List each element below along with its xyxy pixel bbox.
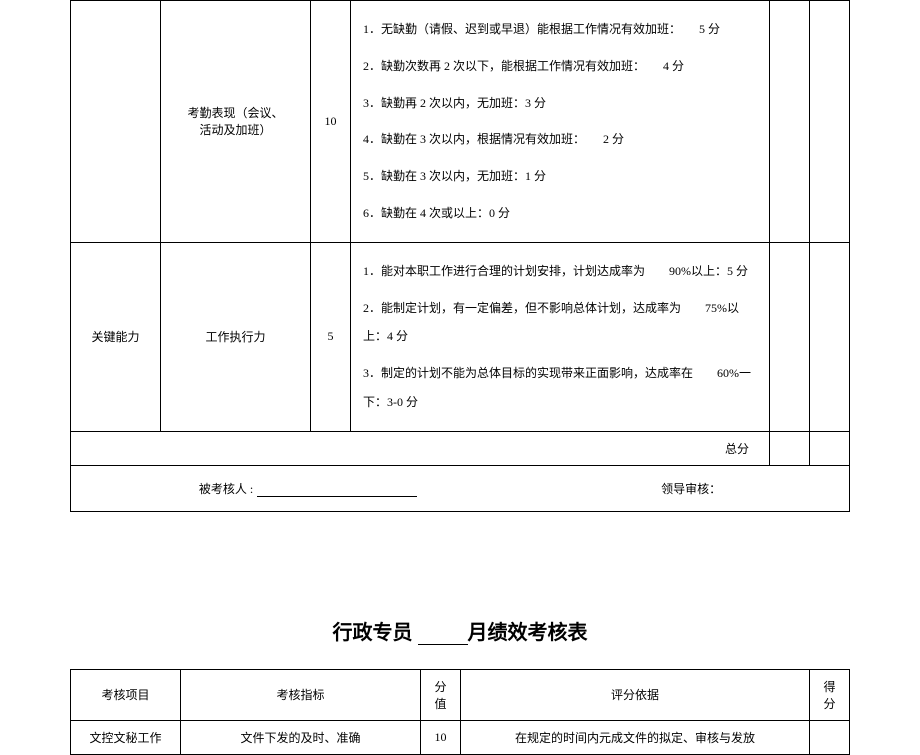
indicator-cell: 考勤表现（会议、 活动及加班） — [161, 1, 311, 243]
criteria-line: 5．缺勤在 3 次以内，无加班：1 分 — [363, 158, 757, 195]
criteria-line: 2．缺勤次数再 2 次以下，能根据工作情况有效加班： 4 分 — [363, 48, 757, 85]
empty-cell — [770, 1, 810, 243]
table-row: 文控文秘工作 文件下发的及时、准确 10 在规定的时间内元成文件的拟定、审核与发… — [71, 720, 850, 754]
examinee-signature: 被考核人 : — [199, 480, 417, 497]
total-row: 总分 — [71, 431, 850, 465]
result-cell — [810, 720, 850, 754]
score-cell: 5 — [311, 242, 351, 431]
indicator-cell: 工作执行力 — [161, 242, 311, 431]
total-label: 总分 — [71, 431, 770, 465]
criteria-line: 6．缺勤在 4 次或以上：0 分 — [363, 195, 757, 232]
signature-line — [257, 496, 417, 497]
empty-cell — [810, 242, 850, 431]
indicator-cell: 文件下发的及时、准确 — [181, 720, 421, 754]
criteria-cell: 1．能对本职工作进行合理的计划安排，计划达成率为 90%以上：5 分 2．能制定… — [351, 242, 770, 431]
score-cell: 10 — [311, 1, 351, 243]
header-result: 得 分 — [810, 669, 850, 720]
category-cell: 关键能力 — [71, 242, 161, 431]
empty-cell — [810, 431, 850, 465]
criteria-cell: 1．无缺勤（请假、迟到或早退）能根据工作情况有效加班： 5 分 2．缺勤次数再 … — [351, 1, 770, 243]
criteria-line: 3．缺勤再 2 次以内，无加班：3 分 — [363, 85, 757, 122]
evaluation-table-1: 考勤表现（会议、 活动及加班） 10 1．无缺勤（请假、迟到或早退）能根据工作情… — [70, 0, 850, 512]
spacer — [70, 512, 850, 592]
score-cell: 10 — [421, 720, 461, 754]
basis-cell: 在规定的时间内元成文件的拟定、审核与发放 — [461, 720, 810, 754]
table2-title: 行政专员 月绩效考核表 — [70, 616, 850, 645]
indicator-text: 活动及加班） — [199, 123, 271, 137]
header-category: 考核项目 — [71, 669, 181, 720]
header-basis: 评分依据 — [461, 669, 810, 720]
signature-content: 被考核人 : 领导审核： — [77, 480, 843, 497]
table-row: 考勤表现（会议、 活动及加班） 10 1．无缺勤（请假、迟到或早退）能根据工作情… — [71, 1, 850, 243]
header-indicator: 考核指标 — [181, 669, 421, 720]
signature-row: 被考核人 : 领导审核： — [71, 465, 850, 511]
table-row: 关键能力 工作执行力 5 1．能对本职工作进行合理的计划安排，计划达成率为 90… — [71, 242, 850, 431]
category-cell: 文控文秘工作 — [71, 720, 181, 754]
criteria-line: 1．能对本职工作进行合理的计划安排，计划达成率为 90%以上：5 分 — [363, 253, 757, 290]
title-underline — [418, 644, 468, 645]
leader-signature: 领导审核： — [661, 480, 721, 497]
evaluation-table-2: 考核项目 考核指标 分 值 评分依据 得 分 文控文秘工作 文件下发的及时、准确… — [70, 669, 850, 755]
header-score: 分 值 — [421, 669, 461, 720]
criteria-line: 1．无缺勤（请假、迟到或早退）能根据工作情况有效加班： 5 分 — [363, 11, 757, 48]
criteria-line: 4．缺勤在 3 次以内，根据情况有效加班： 2 分 — [363, 121, 757, 158]
leader-label: 领导审核： — [661, 480, 721, 497]
title-prefix: 行政专员 — [333, 622, 418, 644]
indicator-text: 考勤表现（会议、 — [187, 106, 283, 120]
header-row: 考核项目 考核指标 分 值 评分依据 得 分 — [71, 669, 850, 720]
criteria-line: 2．能制定计划，有一定偏差，但不影响总体计划，达成率为 75%以上：4 分 — [363, 290, 757, 356]
empty-cell — [770, 242, 810, 431]
category-cell — [71, 1, 161, 243]
empty-cell — [770, 431, 810, 465]
signature-cell: 被考核人 : 领导审核： — [71, 465, 850, 511]
criteria-line: 3．制定的计划不能为总体目标的实现带来正面影响，达成率在 60%一下：3-0 分 — [363, 355, 757, 421]
title-suffix: 月绩效考核表 — [468, 622, 588, 644]
page-container: 考勤表现（会议、 活动及加班） 10 1．无缺勤（请假、迟到或早退）能根据工作情… — [0, 0, 920, 755]
examinee-label: 被考核人 : — [199, 480, 253, 497]
empty-cell — [810, 1, 850, 243]
